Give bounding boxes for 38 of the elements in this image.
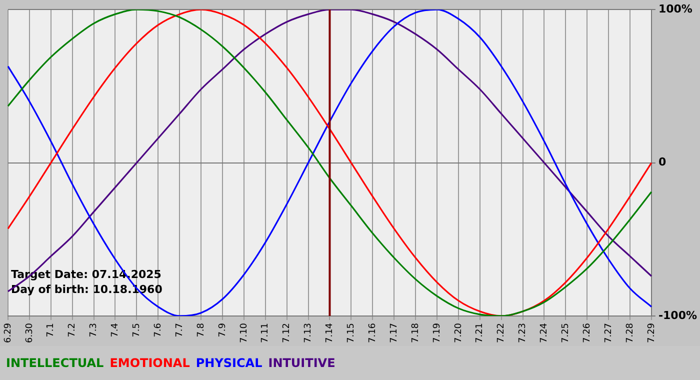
x-tick-label: 7.25	[561, 322, 571, 344]
x-tick-label: 7.29	[646, 322, 657, 344]
x-tick-label: 6.30	[24, 322, 35, 344]
x-tick-label: 7.2	[68, 322, 78, 338]
x-tick-label: 7.7	[174, 322, 185, 338]
x-tick-label: 7.18	[410, 322, 421, 344]
x-tick-label: 7.12	[282, 322, 292, 344]
text: INTELLECTUAL	[6, 356, 104, 370]
x-tick-label: 7.1	[46, 322, 56, 338]
x-tick-label: 7.10	[239, 322, 250, 344]
x-tick-label: 7.3	[89, 322, 100, 338]
x-tick-label: 7.13	[304, 322, 314, 344]
x-tick-label: 7.17	[389, 322, 400, 344]
x-tick-label: 7.21	[475, 322, 486, 344]
x-tick-label: 7.15	[346, 322, 357, 344]
y-tick-label: 0	[658, 156, 666, 169]
x-tick-label: 7.11	[260, 322, 271, 344]
text: EMOTIONAL	[110, 356, 190, 370]
x-tick-label: 7.8	[196, 322, 206, 338]
x-tick-label: 7.9	[218, 322, 228, 338]
x-tick-label: 7.5	[132, 322, 142, 338]
text: PHYSICAL	[196, 356, 262, 370]
x-tick-label: 7.26	[582, 322, 592, 344]
x-tick-label: 7.4	[110, 322, 121, 338]
x-tick-label: 7.20	[454, 322, 464, 344]
x-tick-label: 7.28	[625, 322, 636, 344]
y-tick-label: 100%	[658, 2, 692, 16]
x-tick-label: 7.22	[496, 322, 507, 344]
x-tick-label: 7.14	[325, 322, 336, 344]
y-tick-label: -100%	[658, 308, 698, 322]
x-tick-label: 7.6	[153, 322, 164, 338]
x-tick-label: 7.24	[540, 322, 550, 344]
x-tick-label: 7.27	[604, 322, 614, 344]
text: INTUITIVE	[268, 356, 336, 370]
x-tick-label: 7.19	[432, 322, 442, 344]
x-tick-label: 7.16	[368, 322, 378, 344]
x-tick-label: 7.23	[518, 322, 528, 344]
x-tick-label: 6.29	[3, 322, 14, 344]
